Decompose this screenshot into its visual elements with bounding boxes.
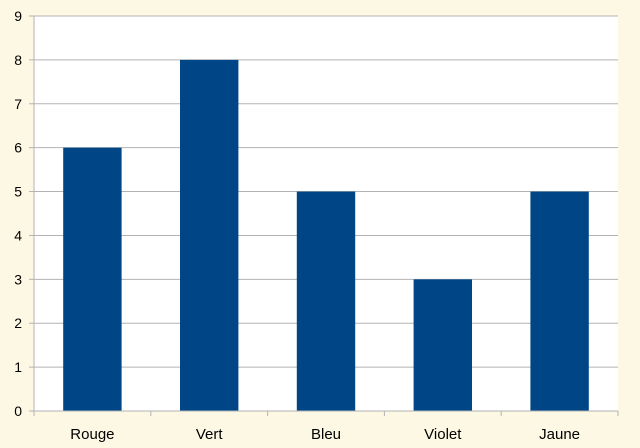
- y-tick-label: 9: [14, 8, 22, 24]
- x-tick-label: Rouge: [70, 426, 114, 443]
- y-tick-label: 3: [14, 271, 22, 287]
- y-tick-label: 2: [14, 315, 22, 331]
- bar-violet: [413, 279, 472, 411]
- axes: [29, 15, 619, 416]
- bar-jaune: [530, 191, 589, 411]
- bars: [63, 59, 589, 412]
- x-tick-label: Bleu: [311, 426, 341, 443]
- y-tick-label: 5: [14, 184, 22, 200]
- y-tick-label: 6: [14, 140, 22, 156]
- y-tick-label: 8: [14, 52, 22, 68]
- x-tick-label: Violet: [424, 426, 462, 443]
- x-tick-label: Vert: [196, 426, 224, 443]
- bar-vert: [180, 59, 239, 412]
- x-tick-labels: Rouge Vert Bleu Violet Jaune: [70, 426, 580, 443]
- y-tick-label: 0: [14, 403, 22, 419]
- y-tick-labels: 0 1 2 3 4 5 6 7 8 9: [14, 8, 22, 419]
- y-tick-label: 4: [14, 227, 22, 243]
- x-tick-label: Jaune: [539, 426, 580, 443]
- bar-bleu: [296, 191, 356, 411]
- bar-rouge: [63, 147, 122, 411]
- y-tick-label: 1: [14, 359, 22, 375]
- y-tick-label: 7: [14, 96, 22, 112]
